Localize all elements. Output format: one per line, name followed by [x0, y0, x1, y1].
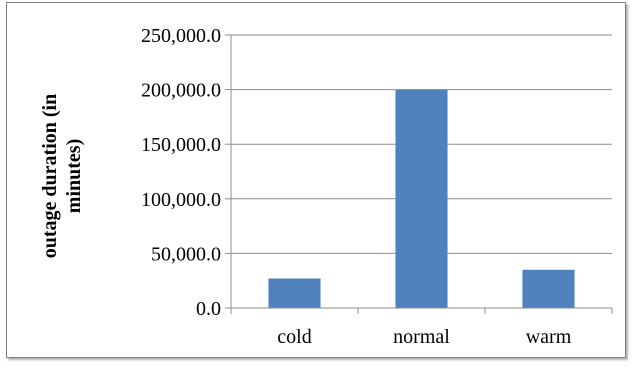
y-tick-labels: 0.0 50,000.0 100,000.0 150,000.0 200,000.0 25… [141, 25, 221, 320]
bar-warm [522, 269, 575, 308]
y-axis-label-line-2: minutes) [63, 139, 85, 213]
y-axis-label-line-1: outage duration (in [39, 94, 61, 258]
x-tick-labels: cold normal warm [277, 326, 571, 348]
y-tick-label: 50,000.0 [151, 243, 221, 265]
x-tick-label: normal [393, 326, 450, 348]
axes [225, 34, 613, 314]
y-tick-label: 150,000.0 [141, 134, 221, 156]
y-tick-label: 250,000.0 [141, 25, 221, 47]
y-tick-label: 200,000.0 [141, 80, 221, 102]
bar-cold [268, 278, 321, 308]
y-tick-label: 0.0 [196, 298, 221, 320]
bars [268, 89, 575, 308]
x-tick-label: cold [277, 326, 311, 348]
y-tick-label: 100,000.0 [141, 189, 221, 211]
x-tick-label: warm [526, 326, 572, 348]
bar-normal [395, 89, 448, 308]
